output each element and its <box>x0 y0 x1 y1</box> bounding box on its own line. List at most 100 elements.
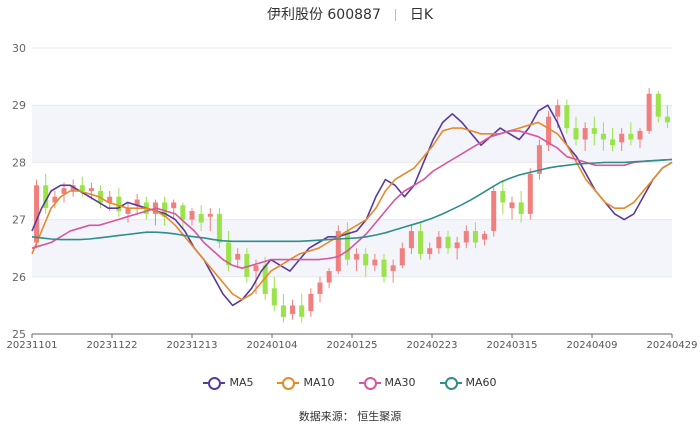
candle-body <box>573 128 579 140</box>
y-tick-label: 29 <box>12 99 26 112</box>
candle-body <box>198 213 204 223</box>
title-separator <box>394 9 396 21</box>
candle-body <box>70 185 76 191</box>
candle-body <box>79 185 85 191</box>
candle-body <box>107 196 113 203</box>
period-label: 日K <box>409 7 434 23</box>
candle-body <box>637 130 643 140</box>
candle-body <box>171 202 177 209</box>
candle-body <box>52 196 58 203</box>
candle-body <box>600 133 606 140</box>
x-axis: 20231101 20231122 20231213 20240104 20240125… <box>7 333 698 351</box>
candle-body <box>262 265 268 294</box>
candle-body <box>491 191 497 232</box>
legend-label-ma30: MA30 <box>384 376 416 389</box>
legend-label-ma5: MA5 <box>229 376 254 389</box>
candle-body <box>189 211 195 220</box>
candle-body <box>253 265 259 272</box>
candle-body <box>509 202 515 209</box>
candle-body <box>536 145 542 174</box>
legend-item-ma30[interactable]: MA30 <box>358 376 416 390</box>
legend: MA5 MA10 MA30 MA60 <box>0 376 700 390</box>
candle-body <box>408 231 414 249</box>
y-tick-label: 28 <box>12 156 26 169</box>
line-ma30 <box>31 130 673 270</box>
candle-body <box>646 93 652 131</box>
candle-body <box>555 105 561 117</box>
stock-name: 伊利股份 600887 <box>266 7 381 23</box>
candle-body <box>363 253 369 266</box>
grid-lines <box>32 47 672 335</box>
candle-body <box>482 233 488 240</box>
candle-body <box>527 173 533 214</box>
candle-body <box>427 248 433 254</box>
y-tick-label: 26 <box>12 271 26 284</box>
data-source: 数据来源： 恒生聚源 <box>298 410 402 423</box>
candle-body <box>271 288 277 306</box>
legend-label-ma10: MA10 <box>303 376 335 389</box>
x-tick-label: 20240125 <box>327 340 378 351</box>
candle-body <box>326 271 332 283</box>
legend-marker-ma30 <box>358 376 381 390</box>
candle-body <box>500 191 506 203</box>
legend-item-ma5[interactable]: MA5 <box>203 376 254 390</box>
line-ma10 <box>31 121 673 301</box>
y-tick-label: 27 <box>12 214 26 227</box>
candle-body <box>399 248 405 266</box>
legend-item-ma10[interactable]: MA10 <box>277 376 335 390</box>
candle-body <box>390 265 396 272</box>
candle-body <box>280 305 286 317</box>
ma-lines <box>31 104 673 307</box>
line-ma5 <box>31 104 673 307</box>
x-tick-label: 20240429 <box>647 340 698 351</box>
x-tick-label: 20240104 <box>247 340 298 351</box>
candle-body <box>180 205 186 220</box>
band-1 <box>32 219 672 277</box>
x-tick-label: 20231101 <box>7 340 58 351</box>
candle-body <box>518 202 524 214</box>
candle-body <box>546 116 552 146</box>
candle-body <box>317 282 323 294</box>
candle-body <box>290 305 296 314</box>
candle-body <box>116 196 122 212</box>
candle-body <box>445 236 451 249</box>
legend-marker-ma5 <box>203 376 226 390</box>
chart-title: 伊利股份 600887 日K <box>0 4 700 24</box>
candle-body <box>244 253 250 277</box>
candle-body <box>454 242 460 249</box>
legend-item-ma60[interactable]: MA60 <box>439 376 497 390</box>
legend-label-ma60: MA60 <box>465 376 497 389</box>
line-ma60 <box>31 158 673 243</box>
candle-body <box>354 253 360 260</box>
candle-body <box>43 185 49 209</box>
candle-body <box>61 188 67 194</box>
candle-body <box>335 231 341 272</box>
x-tick-label: 20231122 <box>87 340 138 351</box>
candle-body <box>582 128 588 140</box>
candle-body <box>125 208 131 214</box>
candle-body <box>619 133 625 143</box>
candle-body <box>162 202 168 217</box>
candle-body <box>436 236 442 249</box>
candle-body <box>98 191 104 203</box>
candle-body <box>472 231 478 243</box>
candle-body <box>372 259 378 266</box>
x-tick-label: 20240315 <box>487 340 538 351</box>
candle-body <box>564 105 570 129</box>
candle-body <box>463 231 469 243</box>
candle-body <box>418 231 424 254</box>
candle-body <box>134 199 140 206</box>
candle-body <box>207 213 213 217</box>
x-tick-label: 20240409 <box>567 340 618 351</box>
y-axis-ticks: 25 26 27 28 29 30 <box>12 42 26 341</box>
legend-marker-ma60 <box>439 376 462 390</box>
candle-body <box>88 188 94 191</box>
x-tick-label: 20231213 <box>167 340 218 351</box>
candle-body <box>610 139 616 146</box>
candle-body <box>34 185 40 243</box>
candle-body <box>216 213 222 243</box>
candle-body <box>628 133 634 140</box>
candle-body <box>235 253 241 260</box>
candle-body <box>655 93 661 117</box>
